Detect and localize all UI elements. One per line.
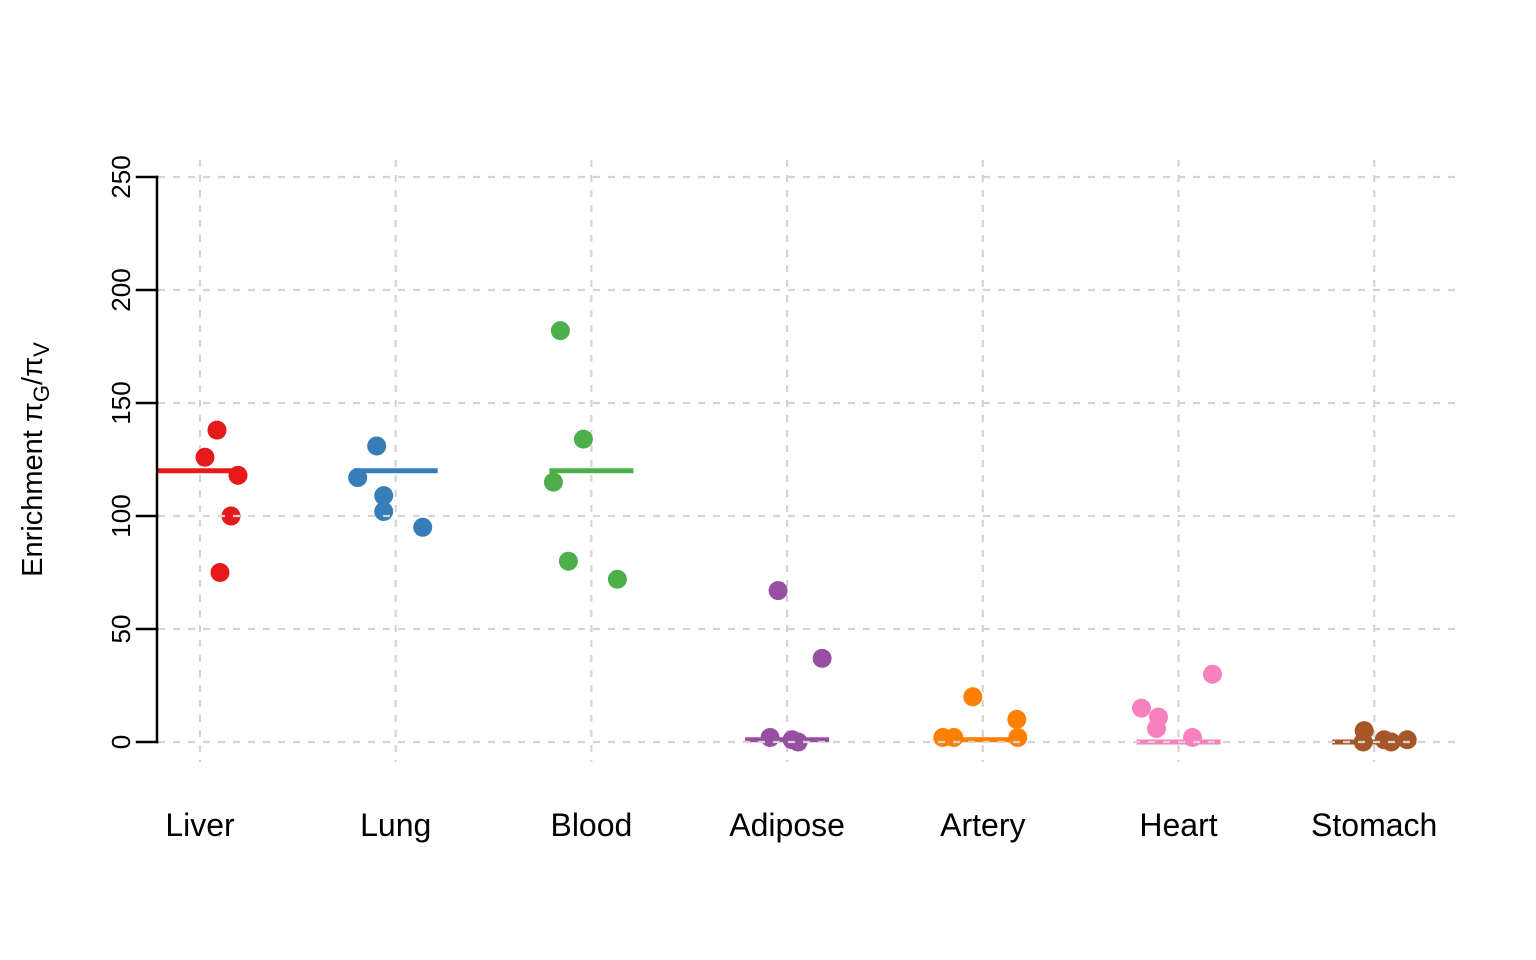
x-axis-label-artery: Artery: [940, 807, 1025, 843]
x-axis-label-blood: Blood: [550, 807, 632, 843]
data-point: [1007, 709, 1027, 729]
data-point: [760, 727, 780, 747]
group-stomach: [1353, 721, 1417, 752]
data-point: [558, 551, 578, 571]
y-tick-label: 0: [106, 735, 136, 749]
data-point: [963, 687, 983, 707]
data-point: [768, 581, 788, 601]
y-tick-label: 50: [106, 615, 136, 644]
group-lung: [348, 436, 433, 537]
group-adipose: [760, 581, 832, 752]
data-point: [207, 420, 227, 440]
data-point: [195, 447, 215, 467]
x-axis-label-liver: Liver: [165, 807, 235, 843]
data-point: [944, 727, 964, 747]
data-point: [228, 465, 248, 485]
y-tick-label: 200: [106, 268, 136, 311]
x-axis-label-stomach: Stomach: [1311, 807, 1437, 843]
group-blood: [543, 321, 627, 589]
data-point: [1397, 730, 1417, 750]
x-axis-label-adipose: Adipose: [729, 807, 845, 843]
data-point: [788, 732, 808, 752]
group-heart: [1132, 664, 1222, 747]
data-point: [210, 563, 230, 582]
data-point: [1132, 698, 1151, 718]
data-point: [812, 648, 832, 668]
data-point: [374, 501, 394, 521]
data-point: [221, 506, 241, 526]
data-point: [1203, 664, 1222, 684]
data-point: [607, 569, 627, 589]
data-point: [348, 468, 368, 488]
data-point: [550, 321, 570, 341]
data-point: [367, 436, 387, 456]
data-point: [543, 472, 563, 492]
y-tick-label: 150: [106, 381, 136, 424]
x-axis-label-lung: Lung: [360, 807, 431, 843]
data-point: [573, 429, 593, 449]
data-point: [1008, 727, 1028, 747]
y-tick-label: 250: [106, 155, 136, 198]
x-axis-label-heart: Heart: [1139, 807, 1217, 843]
data-point: [1147, 718, 1166, 738]
group-liver: [195, 420, 248, 582]
data-point: [413, 517, 433, 537]
data-point: [1183, 727, 1202, 747]
y-axis-title: Enrichment πG/πV: [17, 342, 54, 577]
data-point: [374, 486, 394, 506]
y-tick-label: 100: [106, 494, 136, 537]
